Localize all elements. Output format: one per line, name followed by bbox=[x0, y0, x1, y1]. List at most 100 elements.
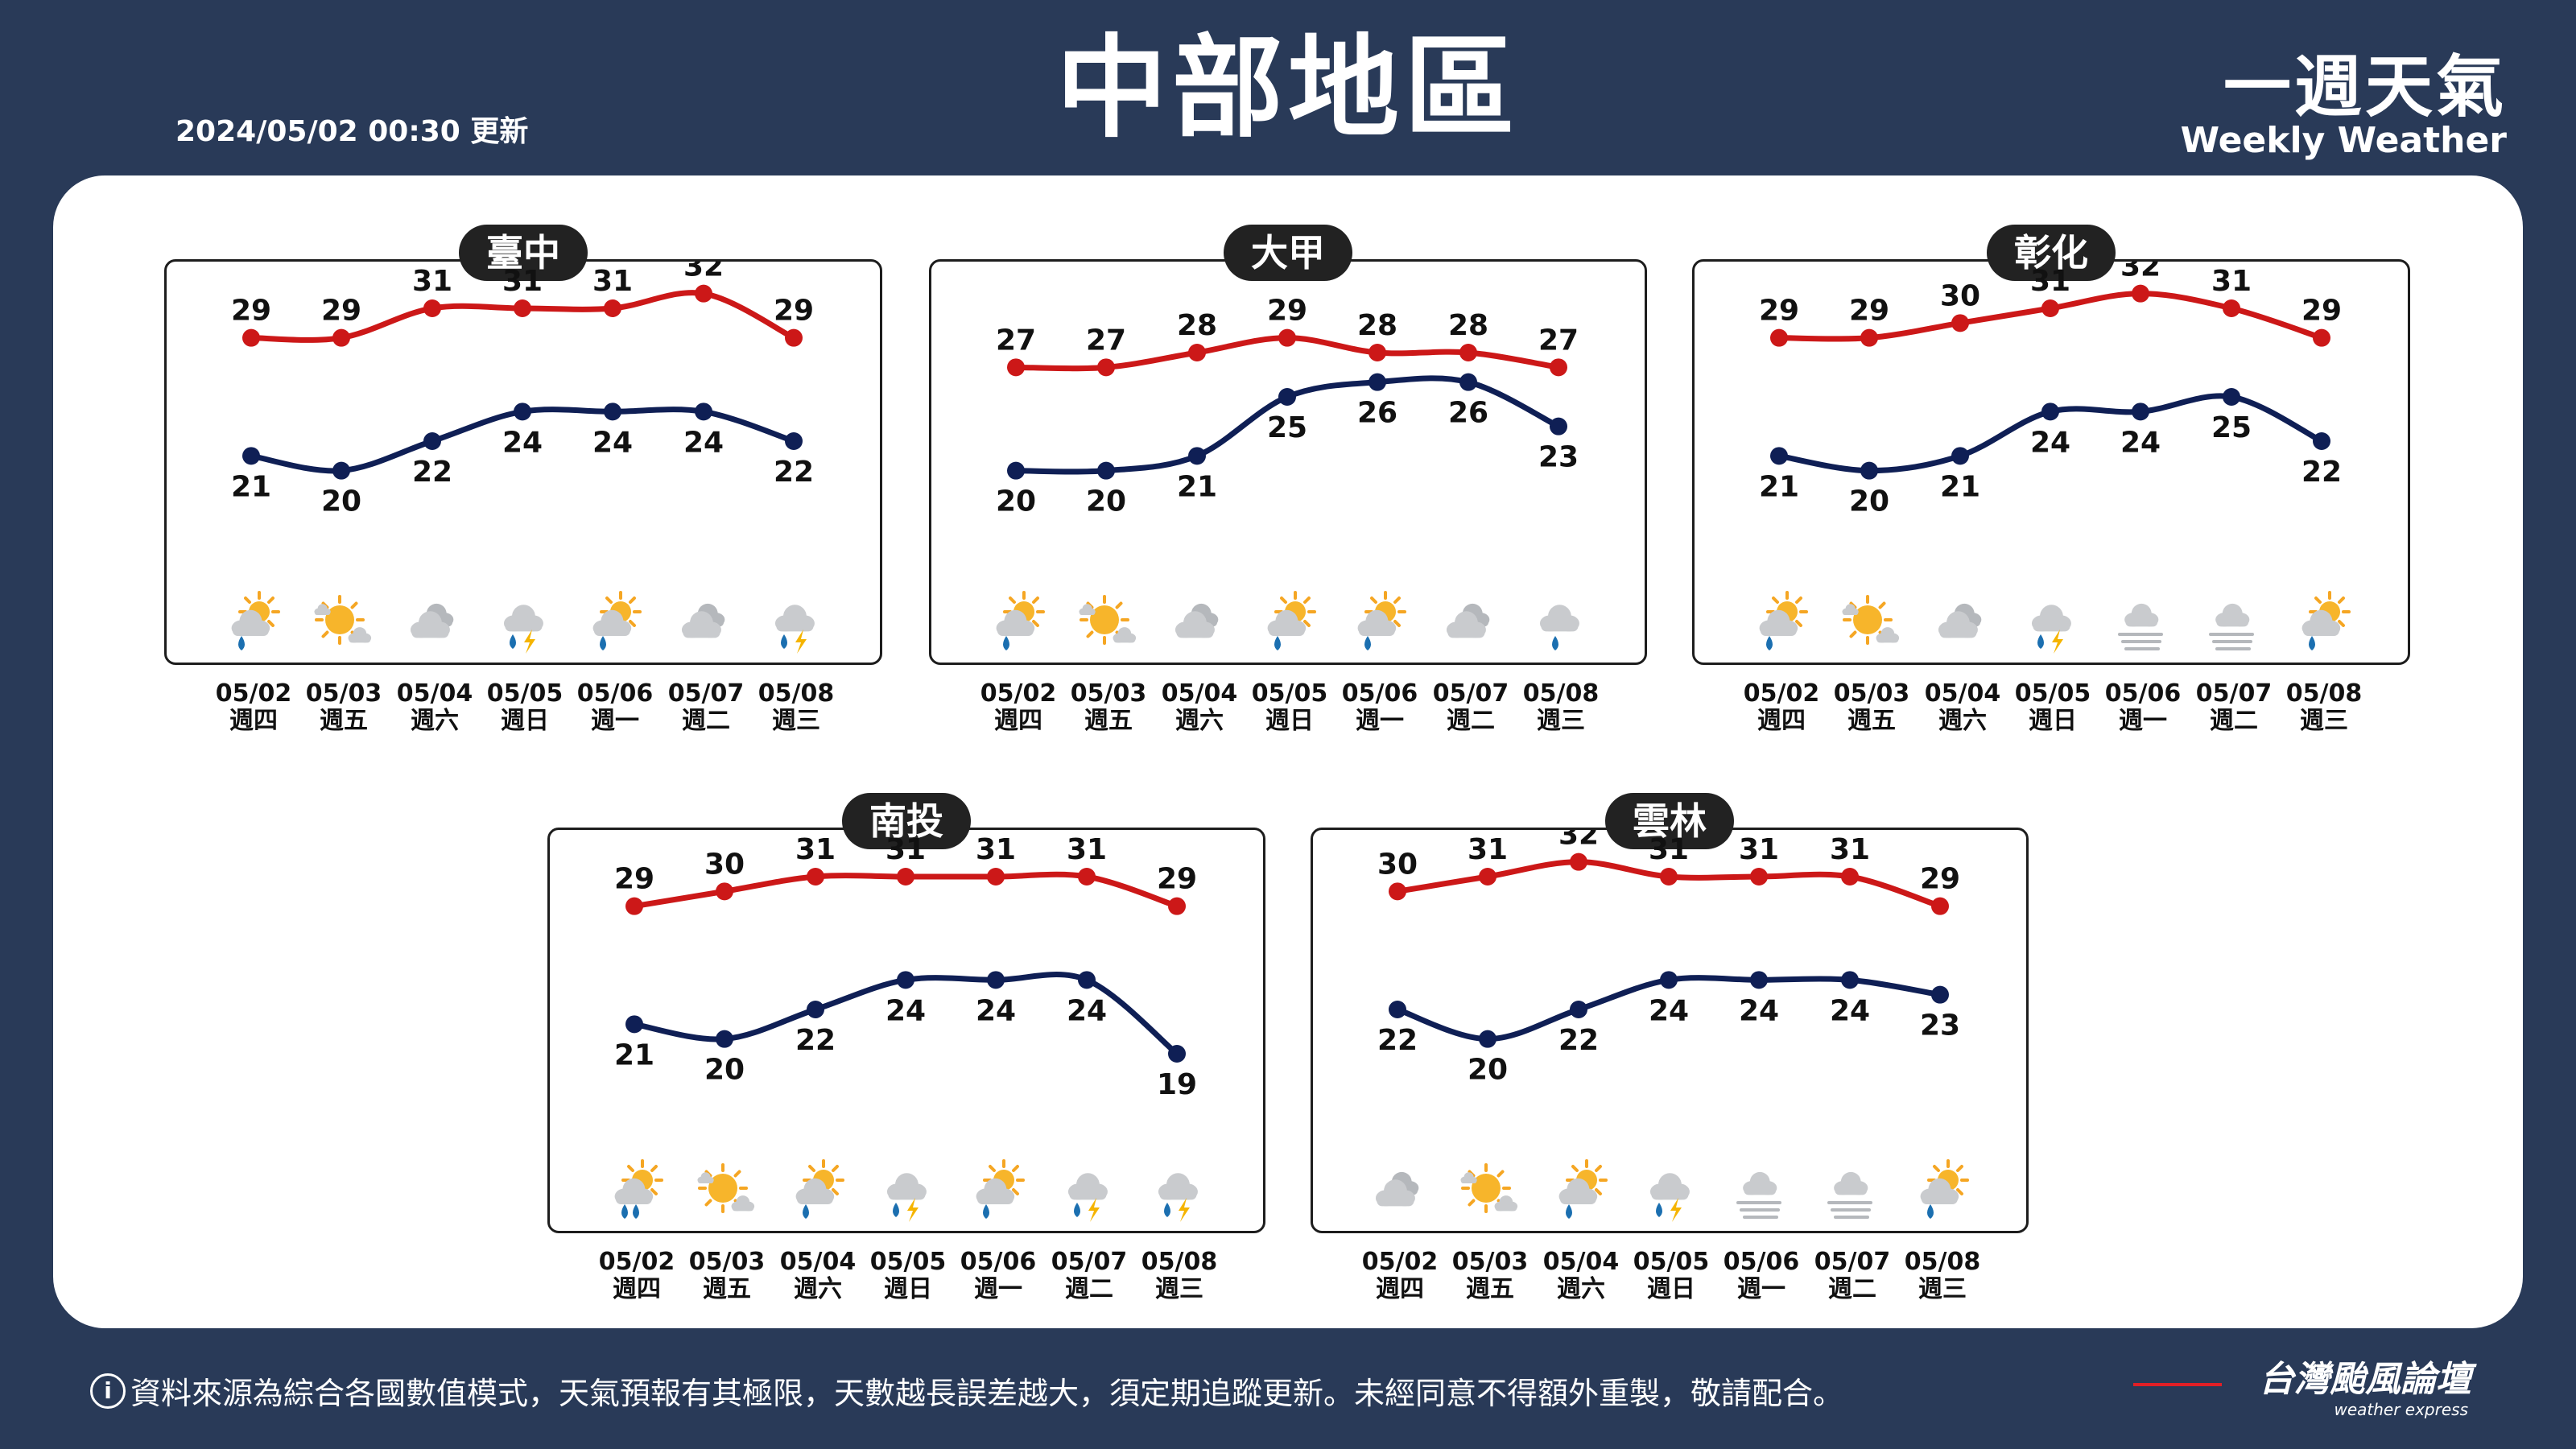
footer-disclaimer-text: 資料來源為綜合各國數值模式，天氣預報有其極限，天數越長誤差越大，須定期追蹤更新。… bbox=[130, 1376, 1844, 1411]
footer-disclaimer: i 資料來源為綜合各國數值模式，天氣預報有其極限，天數越長誤差越大，須定期追蹤更… bbox=[90, 1368, 1843, 1413]
low-temp-point bbox=[1770, 447, 1788, 465]
high-temp-label: 29 bbox=[774, 295, 814, 328]
high-temp-point bbox=[1168, 897, 1186, 915]
high-temp-label: 29 bbox=[1920, 863, 1960, 896]
day-weekday: 週二 bbox=[1065, 1275, 1113, 1303]
thunderstorm-icon bbox=[886, 1173, 927, 1222]
high-temp-point bbox=[1368, 344, 1386, 361]
day-date: 05/06 bbox=[2104, 679, 2182, 708]
low-temp-label: 21 bbox=[1177, 470, 1217, 503]
day-label: 05/02 週四 bbox=[592, 1249, 682, 1303]
low-temp-point bbox=[1168, 1045, 1186, 1063]
day-label: 05/05 週日 bbox=[863, 1249, 953, 1303]
low-temp-point bbox=[1931, 985, 1949, 1004]
high-temp-point bbox=[716, 882, 733, 901]
low-temp-point bbox=[1841, 971, 1859, 989]
day-date: 05/07 bbox=[1051, 1248, 1128, 1276]
low-temp-point bbox=[332, 461, 350, 480]
low-temp-point bbox=[1860, 461, 1878, 480]
low-temp-label: 21 bbox=[1759, 470, 1799, 503]
day-date: 05/04 bbox=[779, 1248, 857, 1276]
high-temp-point bbox=[423, 299, 441, 317]
sunny-cloud-icon bbox=[314, 595, 372, 645]
day-date: 05/07 bbox=[2195, 679, 2273, 708]
low-temp-label: 22 bbox=[2301, 456, 2342, 489]
thunderstorm-icon bbox=[2031, 605, 2071, 654]
day-label: 05/08 週三 bbox=[1897, 1249, 1988, 1303]
high-temp-label: 27 bbox=[1086, 324, 1126, 357]
high-temp-point bbox=[1860, 328, 1878, 347]
high-temp-point bbox=[2132, 284, 2149, 303]
high-temp-label: 31 bbox=[1649, 833, 1689, 866]
day-label: 05/06 週一 bbox=[1335, 680, 1425, 735]
day-weekday: 週五 bbox=[1466, 1275, 1514, 1303]
day-weekday: 週日 bbox=[501, 707, 549, 735]
high-temp-point bbox=[1078, 868, 1096, 886]
day-label: 05/02 週四 bbox=[208, 680, 299, 735]
high-temp-label: 29 bbox=[614, 863, 654, 896]
high-temp-label: 31 bbox=[502, 265, 543, 298]
partly-cloudy-rain-icon bbox=[976, 1159, 1025, 1219]
high-temp-label: 29 bbox=[1849, 295, 1889, 328]
station-card: 南投 29 30 31 31 31 31 29 21 20 22 24 24 24 19 05/02 週四 05/… bbox=[547, 793, 1265, 1303]
temperature-chart: 30 31 32 31 31 31 29 22 20 22 24 24 24 23 bbox=[1375, 830, 1969, 1222]
day-weekday: 週三 bbox=[1155, 1275, 1203, 1303]
high-temp-point bbox=[332, 328, 350, 347]
low-temp-point bbox=[1660, 971, 1678, 989]
date-axis: 05/02 週四 05/03 週五 05/04 週六 05/05 週日 05/06 週一 05/07… bbox=[1695, 680, 2413, 745]
day-date: 05/04 bbox=[1542, 1248, 1620, 1276]
high-temp-label: 31 bbox=[1739, 833, 1779, 866]
day-weekday: 週六 bbox=[1175, 707, 1224, 735]
low-temp-label: 22 bbox=[412, 456, 452, 489]
day-date: 05/03 bbox=[1451, 1248, 1529, 1276]
high-temp-point bbox=[1097, 358, 1115, 377]
day-weekday: 週一 bbox=[1356, 707, 1404, 735]
low-temp-point bbox=[1278, 388, 1296, 406]
low-temp-label: 24 bbox=[2120, 426, 2161, 459]
low-temp-point bbox=[987, 971, 1005, 989]
high-temp-point bbox=[1278, 328, 1296, 347]
day-date: 05/06 bbox=[1723, 1248, 1800, 1276]
rain-icon bbox=[1539, 605, 1579, 650]
low-temp-label: 22 bbox=[1377, 1024, 1418, 1057]
day-date: 05/08 bbox=[1141, 1248, 1218, 1276]
day-label: 05/03 週五 bbox=[682, 1249, 772, 1303]
high-temp-point bbox=[2041, 299, 2059, 317]
day-label: 05/05 週日 bbox=[480, 680, 570, 735]
low-temp-label: 20 bbox=[321, 485, 361, 518]
low-temp-label: 21 bbox=[1940, 470, 1980, 503]
high-temp-point bbox=[604, 299, 621, 317]
day-weekday: 週二 bbox=[682, 707, 730, 735]
low-temp-label: 20 bbox=[1086, 485, 1126, 518]
day-date: 05/04 bbox=[1161, 679, 1238, 708]
day-date: 05/06 bbox=[576, 679, 654, 708]
day-date: 05/03 bbox=[1833, 679, 1910, 708]
low-temp-point bbox=[2313, 432, 2330, 450]
low-temp-point bbox=[1097, 461, 1115, 480]
high-temp-point bbox=[897, 868, 914, 886]
thunderstorm-icon bbox=[1158, 1173, 1198, 1222]
cloudy-icon bbox=[410, 603, 454, 638]
low-temp-label: 24 bbox=[2030, 426, 2070, 459]
day-weekday: 週六 bbox=[1938, 707, 1987, 735]
low-temp-label: 23 bbox=[1538, 441, 1579, 474]
temperature-chart: 29 29 30 31 32 31 29 21 20 21 24 24 25 22 bbox=[1759, 262, 2351, 654]
high-temp-point bbox=[1660, 868, 1678, 886]
partly-cloudy-rain-icon bbox=[1920, 1159, 1969, 1219]
low-temp-label: 20 bbox=[1468, 1054, 1508, 1087]
day-label: 05/04 週六 bbox=[1154, 680, 1245, 735]
day-date: 05/05 bbox=[2014, 679, 2091, 708]
day-label: 05/04 週六 bbox=[390, 680, 480, 735]
fog-icon bbox=[1827, 1171, 1872, 1219]
high-temp-label: 32 bbox=[683, 262, 724, 283]
day-date: 05/08 bbox=[1904, 1248, 1981, 1276]
day-date: 05/08 bbox=[2285, 679, 2363, 708]
high-temp-point bbox=[1770, 328, 1788, 347]
day-weekday: 週六 bbox=[411, 707, 459, 735]
day-date: 05/03 bbox=[305, 679, 382, 708]
station-name: 彰化 bbox=[1987, 225, 2116, 281]
high-temp-point bbox=[1951, 314, 1969, 332]
day-weekday: 週日 bbox=[884, 1275, 932, 1303]
high-temp-label: 30 bbox=[704, 848, 745, 881]
day-weekday: 週一 bbox=[2119, 707, 2167, 735]
